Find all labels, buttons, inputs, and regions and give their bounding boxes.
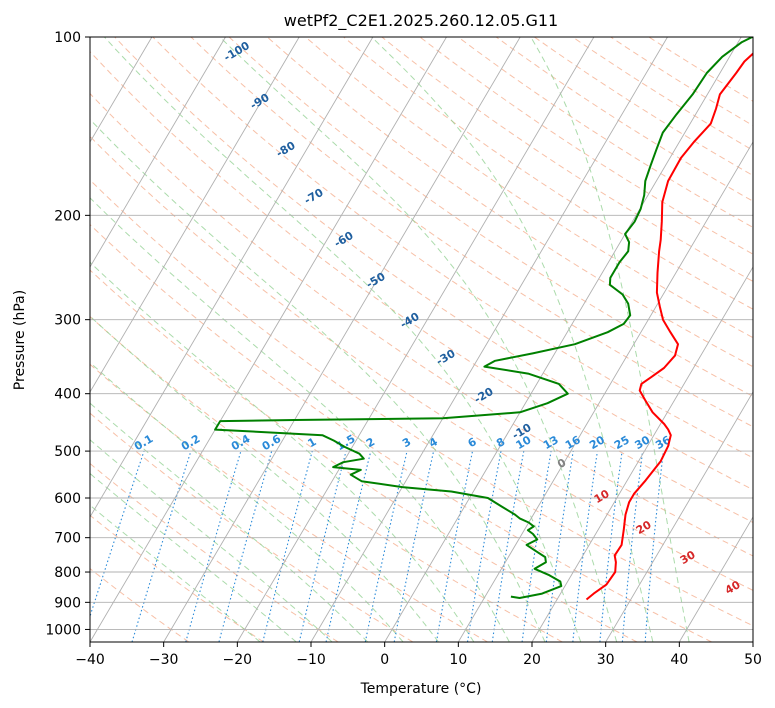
mixing-ratio-line bbox=[545, 451, 574, 642]
y-tick-label: 1000 bbox=[45, 622, 81, 638]
y-axis: 100 200 300 400 500 600 700 800 900 1000 bbox=[45, 30, 90, 638]
moist-adiabat bbox=[90, 197, 510, 642]
isotherm-line bbox=[384, 37, 742, 642]
moist-adiabat bbox=[90, 315, 439, 642]
dry-adiabat bbox=[152, 37, 753, 459]
y-axis-label: Pressure (hPa) bbox=[12, 290, 28, 390]
mixing-ratio-line bbox=[131, 450, 192, 642]
dry-adiabat bbox=[266, 37, 753, 368]
mixing-ratio-line bbox=[621, 451, 644, 642]
isotherm-line bbox=[605, 391, 753, 642]
profile-lines bbox=[214, 37, 753, 601]
x-tick-label: 10 bbox=[449, 652, 467, 668]
mixing-ratio-line bbox=[218, 450, 273, 642]
dry-adiabat bbox=[90, 462, 339, 642]
y-tick-label: 100 bbox=[54, 30, 81, 46]
y-tick-label: 800 bbox=[54, 565, 81, 581]
x-tick-label: 0 bbox=[380, 652, 389, 668]
isotherm-line bbox=[90, 37, 153, 143]
isotherm-line bbox=[163, 37, 521, 642]
mixing-ratio-line bbox=[572, 451, 598, 642]
isotherm-line bbox=[678, 516, 753, 642]
isotherm-line bbox=[531, 266, 753, 642]
mixing-ratio-line bbox=[185, 450, 242, 642]
isotherm-line bbox=[310, 37, 668, 642]
dry-adiabat bbox=[90, 568, 190, 642]
moist-adiabat bbox=[371, 37, 654, 642]
moist-adiabat bbox=[90, 472, 297, 642]
x-tick-label: −20 bbox=[223, 652, 253, 668]
dry-adiabat bbox=[90, 269, 638, 642]
chart-title: wetPf2_C2E1.2025.260.12.05.G11 bbox=[284, 11, 558, 31]
mixing-ratio-line bbox=[599, 451, 623, 642]
temperature-profile bbox=[585, 52, 753, 601]
mixing-ratio-line bbox=[364, 450, 408, 642]
moist-adiabat bbox=[90, 118, 546, 642]
dry-adiabat bbox=[190, 37, 753, 428]
plot-frame bbox=[89, 36, 754, 643]
y-tick-label: 500 bbox=[54, 444, 81, 460]
isotherm-line bbox=[90, 37, 374, 518]
x-axis-label: Temperature (°C) bbox=[360, 681, 482, 697]
y-tick-label: 600 bbox=[54, 491, 81, 507]
mixing-ratio-line bbox=[521, 451, 552, 642]
isotherm-line bbox=[90, 37, 226, 268]
dry-adiabat bbox=[90, 315, 563, 642]
x-axis: −40 −30 −20 −10 0 10 20 30 40 50 bbox=[75, 642, 762, 668]
y-tick-label: 400 bbox=[54, 387, 81, 403]
dry-adiabat bbox=[90, 412, 414, 642]
y-tick-label: 900 bbox=[54, 595, 81, 611]
x-tick-label: −40 bbox=[75, 652, 105, 668]
x-tick-label: 20 bbox=[523, 652, 541, 668]
dry-adiabat bbox=[90, 363, 488, 642]
moist-adiabat bbox=[90, 261, 475, 642]
y-tick-label: 700 bbox=[54, 531, 81, 547]
isotherm-line bbox=[90, 37, 300, 393]
dry-adiabat bbox=[342, 37, 753, 310]
moist-adiabat bbox=[90, 504, 261, 642]
y-tick-label: 300 bbox=[54, 313, 81, 329]
mixing-ratio-line bbox=[644, 451, 664, 642]
dry-adiabat bbox=[90, 223, 712, 642]
moist-adiabat bbox=[530, 37, 690, 642]
dry-adiabat bbox=[114, 37, 753, 491]
dry-adiabat bbox=[90, 92, 753, 557]
dewpoint-profile bbox=[214, 37, 753, 599]
x-tick-label: −10 bbox=[296, 652, 326, 668]
x-tick-label: 40 bbox=[670, 652, 688, 668]
mixing-ratio-line bbox=[298, 450, 347, 642]
isotherm-line bbox=[90, 37, 447, 642]
isotherm-line bbox=[236, 37, 595, 642]
x-tick-label: 30 bbox=[597, 652, 615, 668]
isotherm-line bbox=[752, 641, 753, 642]
moist-adiabat bbox=[90, 361, 404, 642]
moist-adiabat bbox=[90, 439, 333, 642]
mixing-ratio-line bbox=[491, 450, 525, 642]
plot-background bbox=[90, 37, 753, 642]
dry-adiabat bbox=[304, 37, 753, 339]
moist-adiabat bbox=[90, 402, 369, 642]
mixing-ratio-line bbox=[262, 450, 313, 642]
dry-adiabat bbox=[90, 179, 753, 627]
x-tick-label: 50 bbox=[744, 652, 762, 668]
y-tick-label: 200 bbox=[54, 208, 81, 224]
isotherm-line bbox=[457, 141, 753, 642]
dry-adiabat bbox=[90, 514, 264, 642]
mixing-ratio-line bbox=[325, 450, 372, 642]
dry-adiabat bbox=[90, 50, 753, 523]
dry-adiabat bbox=[90, 135, 753, 591]
x-tick-label: −30 bbox=[149, 652, 179, 668]
isotherm-line bbox=[0, 37, 5, 642]
